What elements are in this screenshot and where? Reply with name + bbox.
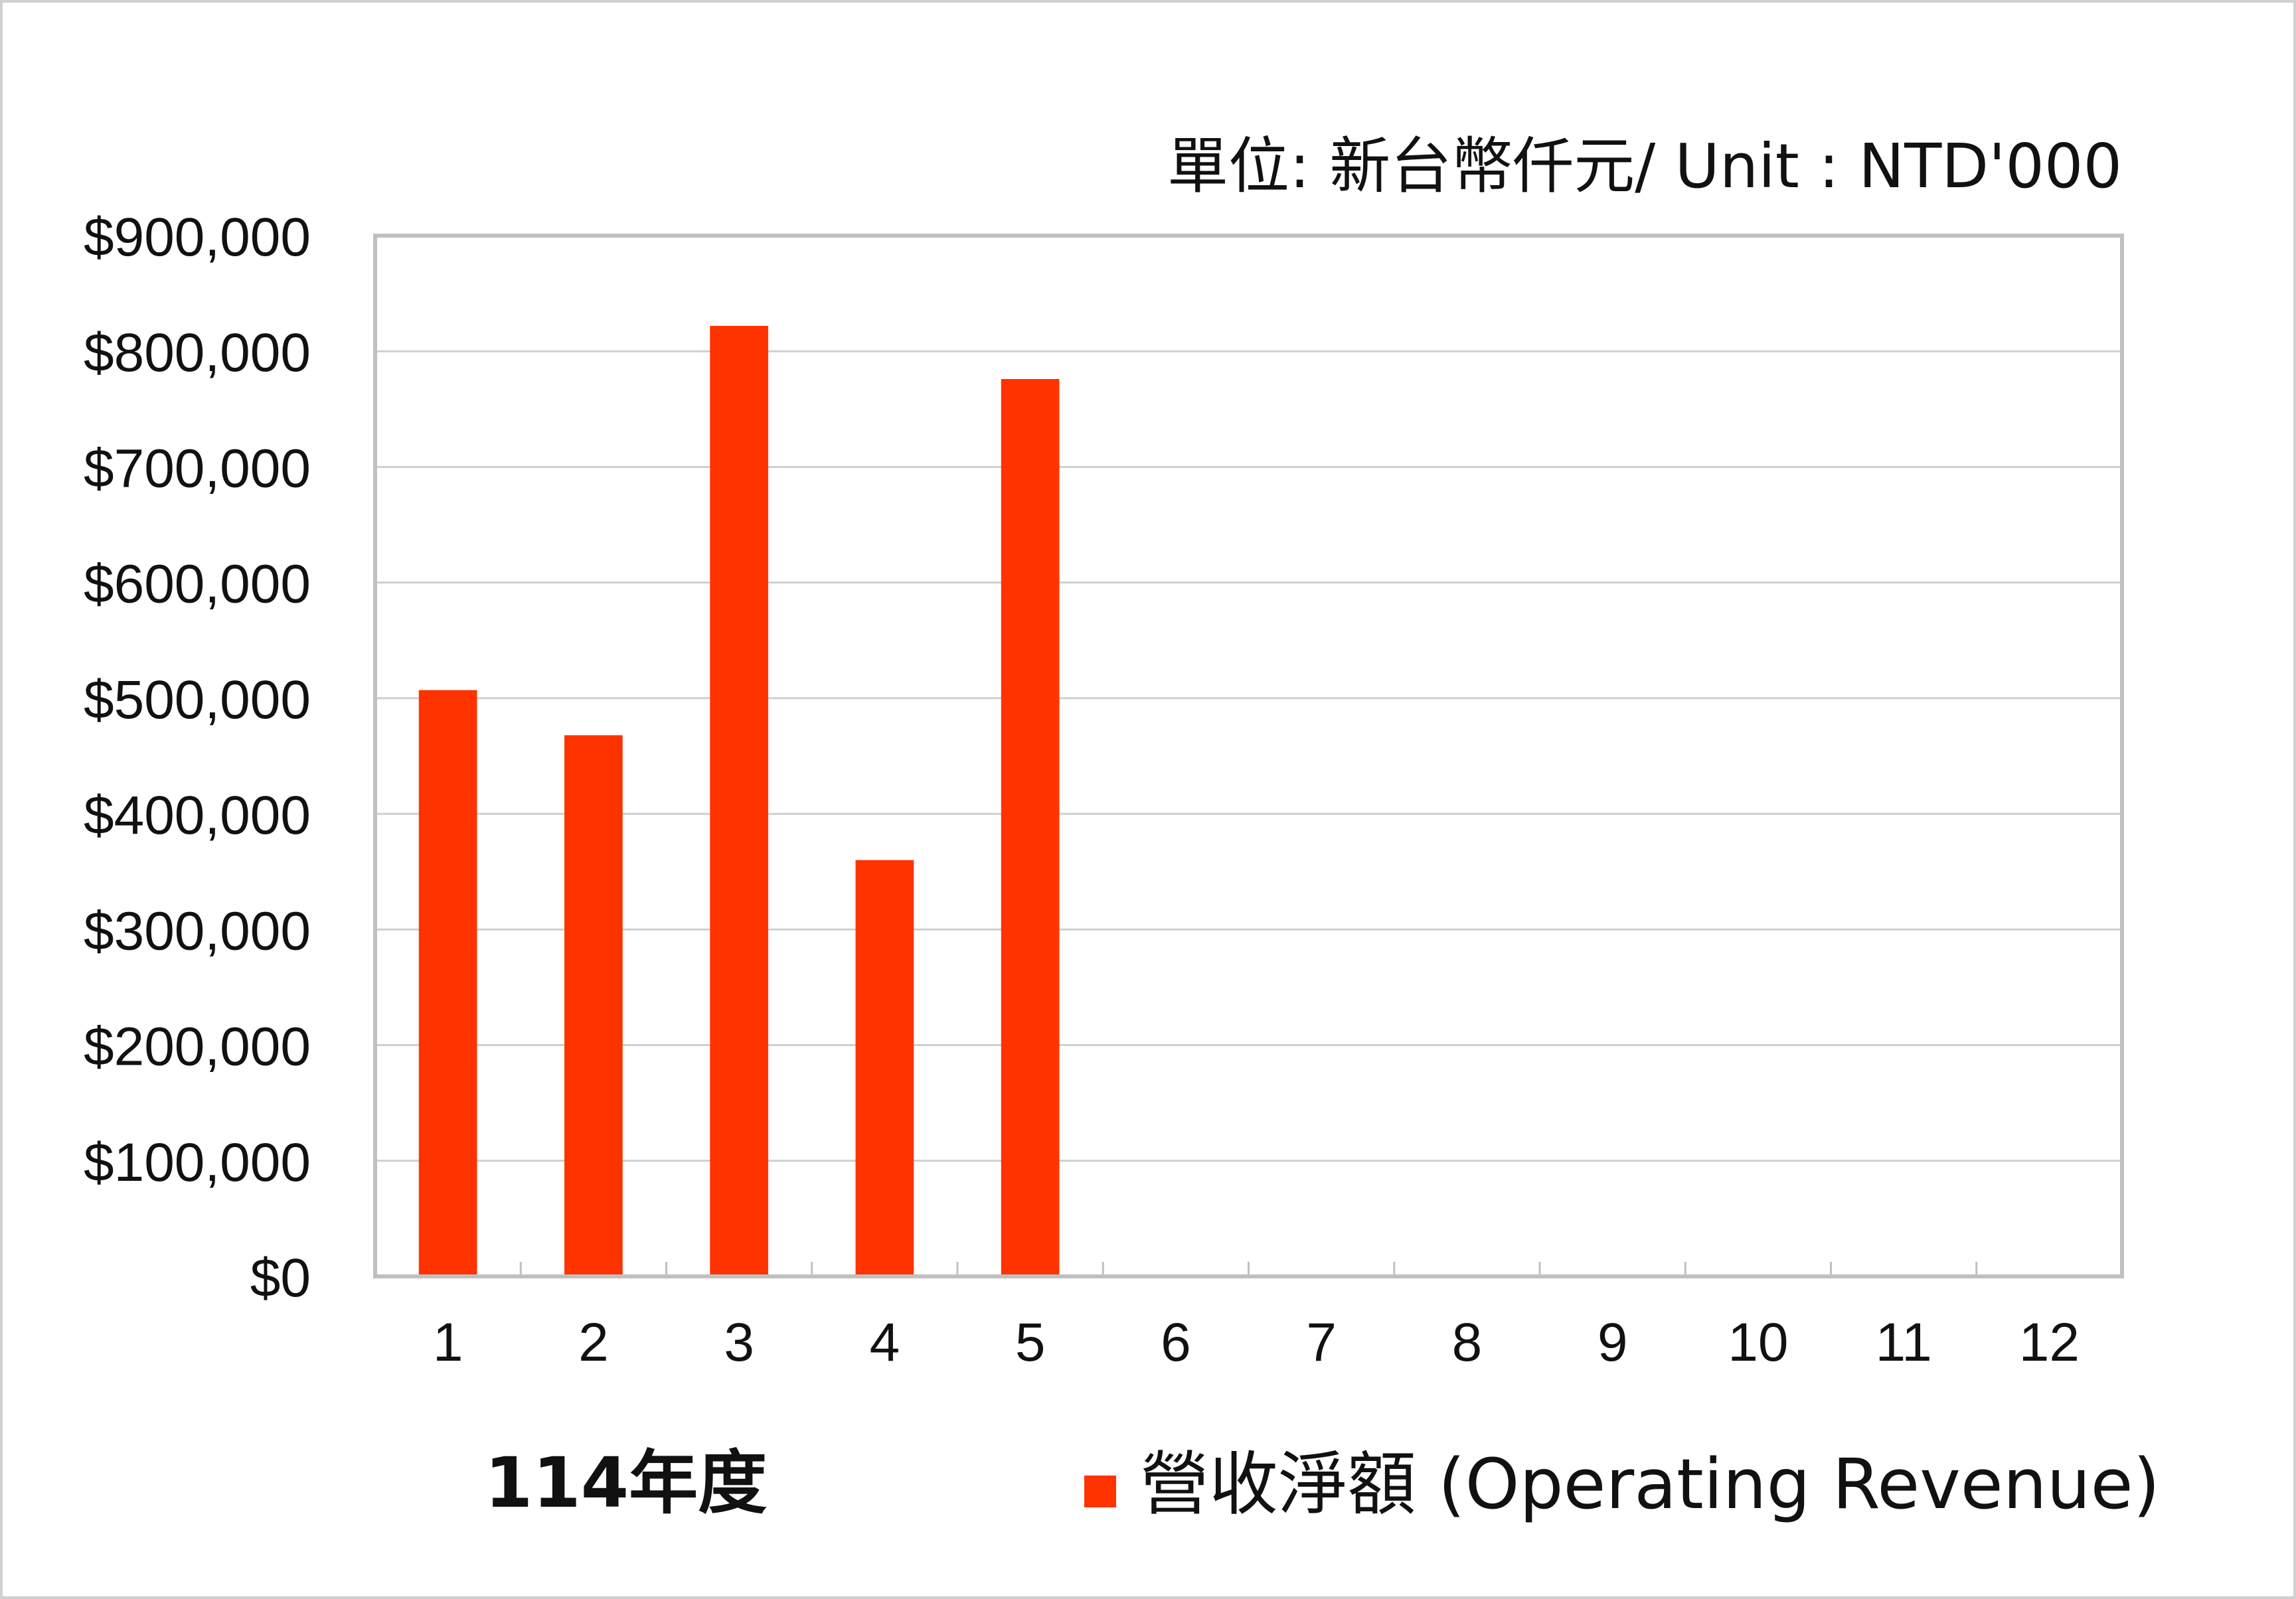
x-tick-label: 4	[870, 1312, 900, 1373]
x-tick-label: 3	[724, 1312, 754, 1373]
x-tick-label: 8	[1452, 1312, 1483, 1373]
bar-2	[564, 735, 623, 1276]
y-tick-label: $800,000	[84, 323, 311, 383]
bar-4	[855, 860, 914, 1276]
x-tick-label: 6	[1161, 1312, 1191, 1373]
legend: 營收淨額 (Operating Revenue)	[1084, 1444, 2160, 1525]
year-label: 114年度	[485, 1442, 767, 1523]
x-tick-label: 5	[1015, 1312, 1046, 1373]
x-tick-label: 1	[433, 1312, 463, 1373]
y-tick-label: $200,000	[84, 1017, 311, 1077]
bar-3	[710, 325, 768, 1277]
legend-label: 營收淨額 (Operating Revenue)	[1140, 1444, 2160, 1525]
y-tick-label: $700,000	[84, 438, 311, 498]
y-tick-label: $0	[250, 1248, 311, 1308]
legend-swatch	[1084, 1476, 1116, 1507]
y-tick-label: $100,000	[84, 1132, 311, 1193]
y-tick-label: $400,000	[84, 785, 311, 846]
y-tick-label: $500,000	[84, 670, 311, 730]
bar-series	[418, 325, 1060, 1277]
x-tick-label: 10	[1728, 1312, 1788, 1373]
bar-5	[1001, 379, 1060, 1276]
y-tick-label: $900,000	[84, 207, 311, 267]
x-tick-label: 11	[1876, 1312, 1932, 1373]
y-tick-label: $600,000	[84, 554, 311, 615]
x-axis-ticks	[519, 1262, 1978, 1276]
y-axis-labels: $0 $100,000 $200,000 $300,000 $400,000 $500,0…	[84, 207, 311, 1308]
x-tick-label: 2	[578, 1312, 609, 1373]
x-axis-labels: 1 2 3 4 5 6 7 8 9 10 11 12	[433, 1312, 2080, 1373]
x-tick-label: 9	[1598, 1312, 1628, 1373]
bar-1	[418, 690, 477, 1276]
gridlines	[375, 350, 2122, 1162]
unit-label: 單位: 新台幣仟元/ Unit : NTD'000	[1167, 131, 2122, 202]
x-tick-label: 12	[2019, 1312, 2080, 1373]
x-tick-label: 7	[1306, 1312, 1337, 1373]
y-tick-label: $300,000	[84, 901, 311, 961]
plot-area	[375, 236, 2122, 1276]
